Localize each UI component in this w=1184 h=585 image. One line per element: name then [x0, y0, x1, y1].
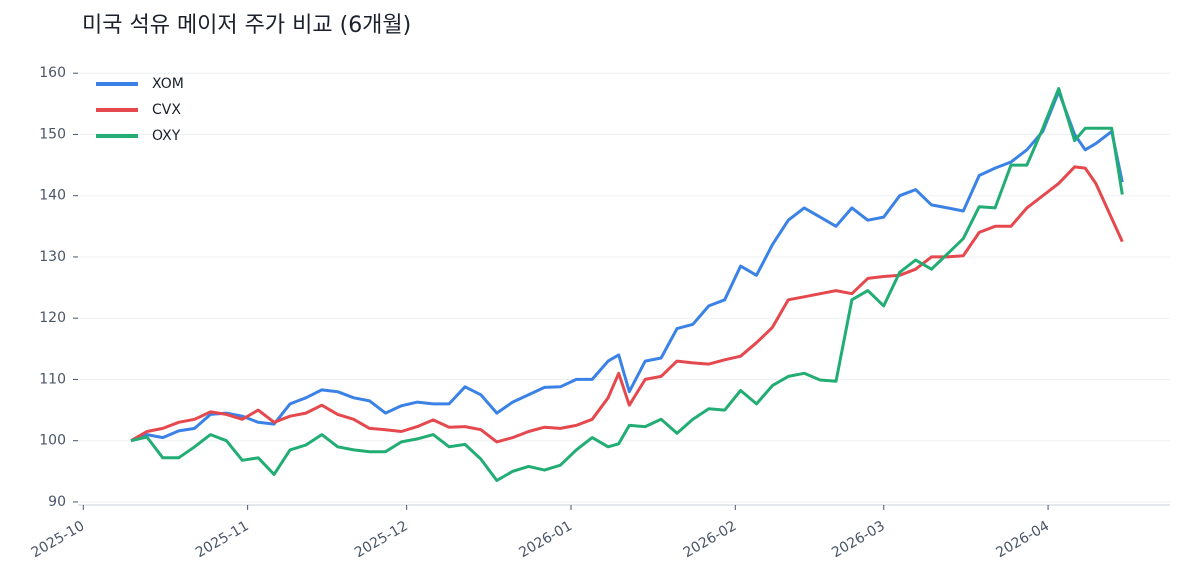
- x-tick-label: 2026-01: [516, 518, 575, 561]
- x-tick-label: 2025-11: [193, 518, 252, 561]
- y-tick-label: 150: [39, 126, 66, 142]
- legend-label: OXY: [152, 128, 181, 144]
- x-tick-label: 2026-02: [681, 518, 740, 561]
- x-tick-label: 2025-12: [352, 518, 411, 561]
- y-tick-label: 100: [39, 433, 66, 449]
- line-series: [130, 90, 1124, 443]
- line-series: [130, 87, 1124, 482]
- y-tick-label: 110: [39, 371, 66, 387]
- y-tick-label: 140: [39, 188, 66, 204]
- legend-label: XOM: [152, 76, 184, 92]
- x-tick-label: 2026-03: [829, 518, 888, 561]
- y-tick-label: 120: [39, 310, 66, 326]
- x-tick-label: 2026-04: [993, 518, 1052, 561]
- chart-title: 미국 석유 메이저 주가 비교 (6개월): [82, 13, 411, 38]
- line-series: [130, 165, 1124, 444]
- y-tick-label: 130: [39, 249, 66, 265]
- x-tick-label: 2025-10: [29, 518, 88, 561]
- y-tick-label: 160: [39, 65, 66, 81]
- y-tick-label: 90: [48, 494, 66, 510]
- legend-label: CVX: [152, 102, 181, 118]
